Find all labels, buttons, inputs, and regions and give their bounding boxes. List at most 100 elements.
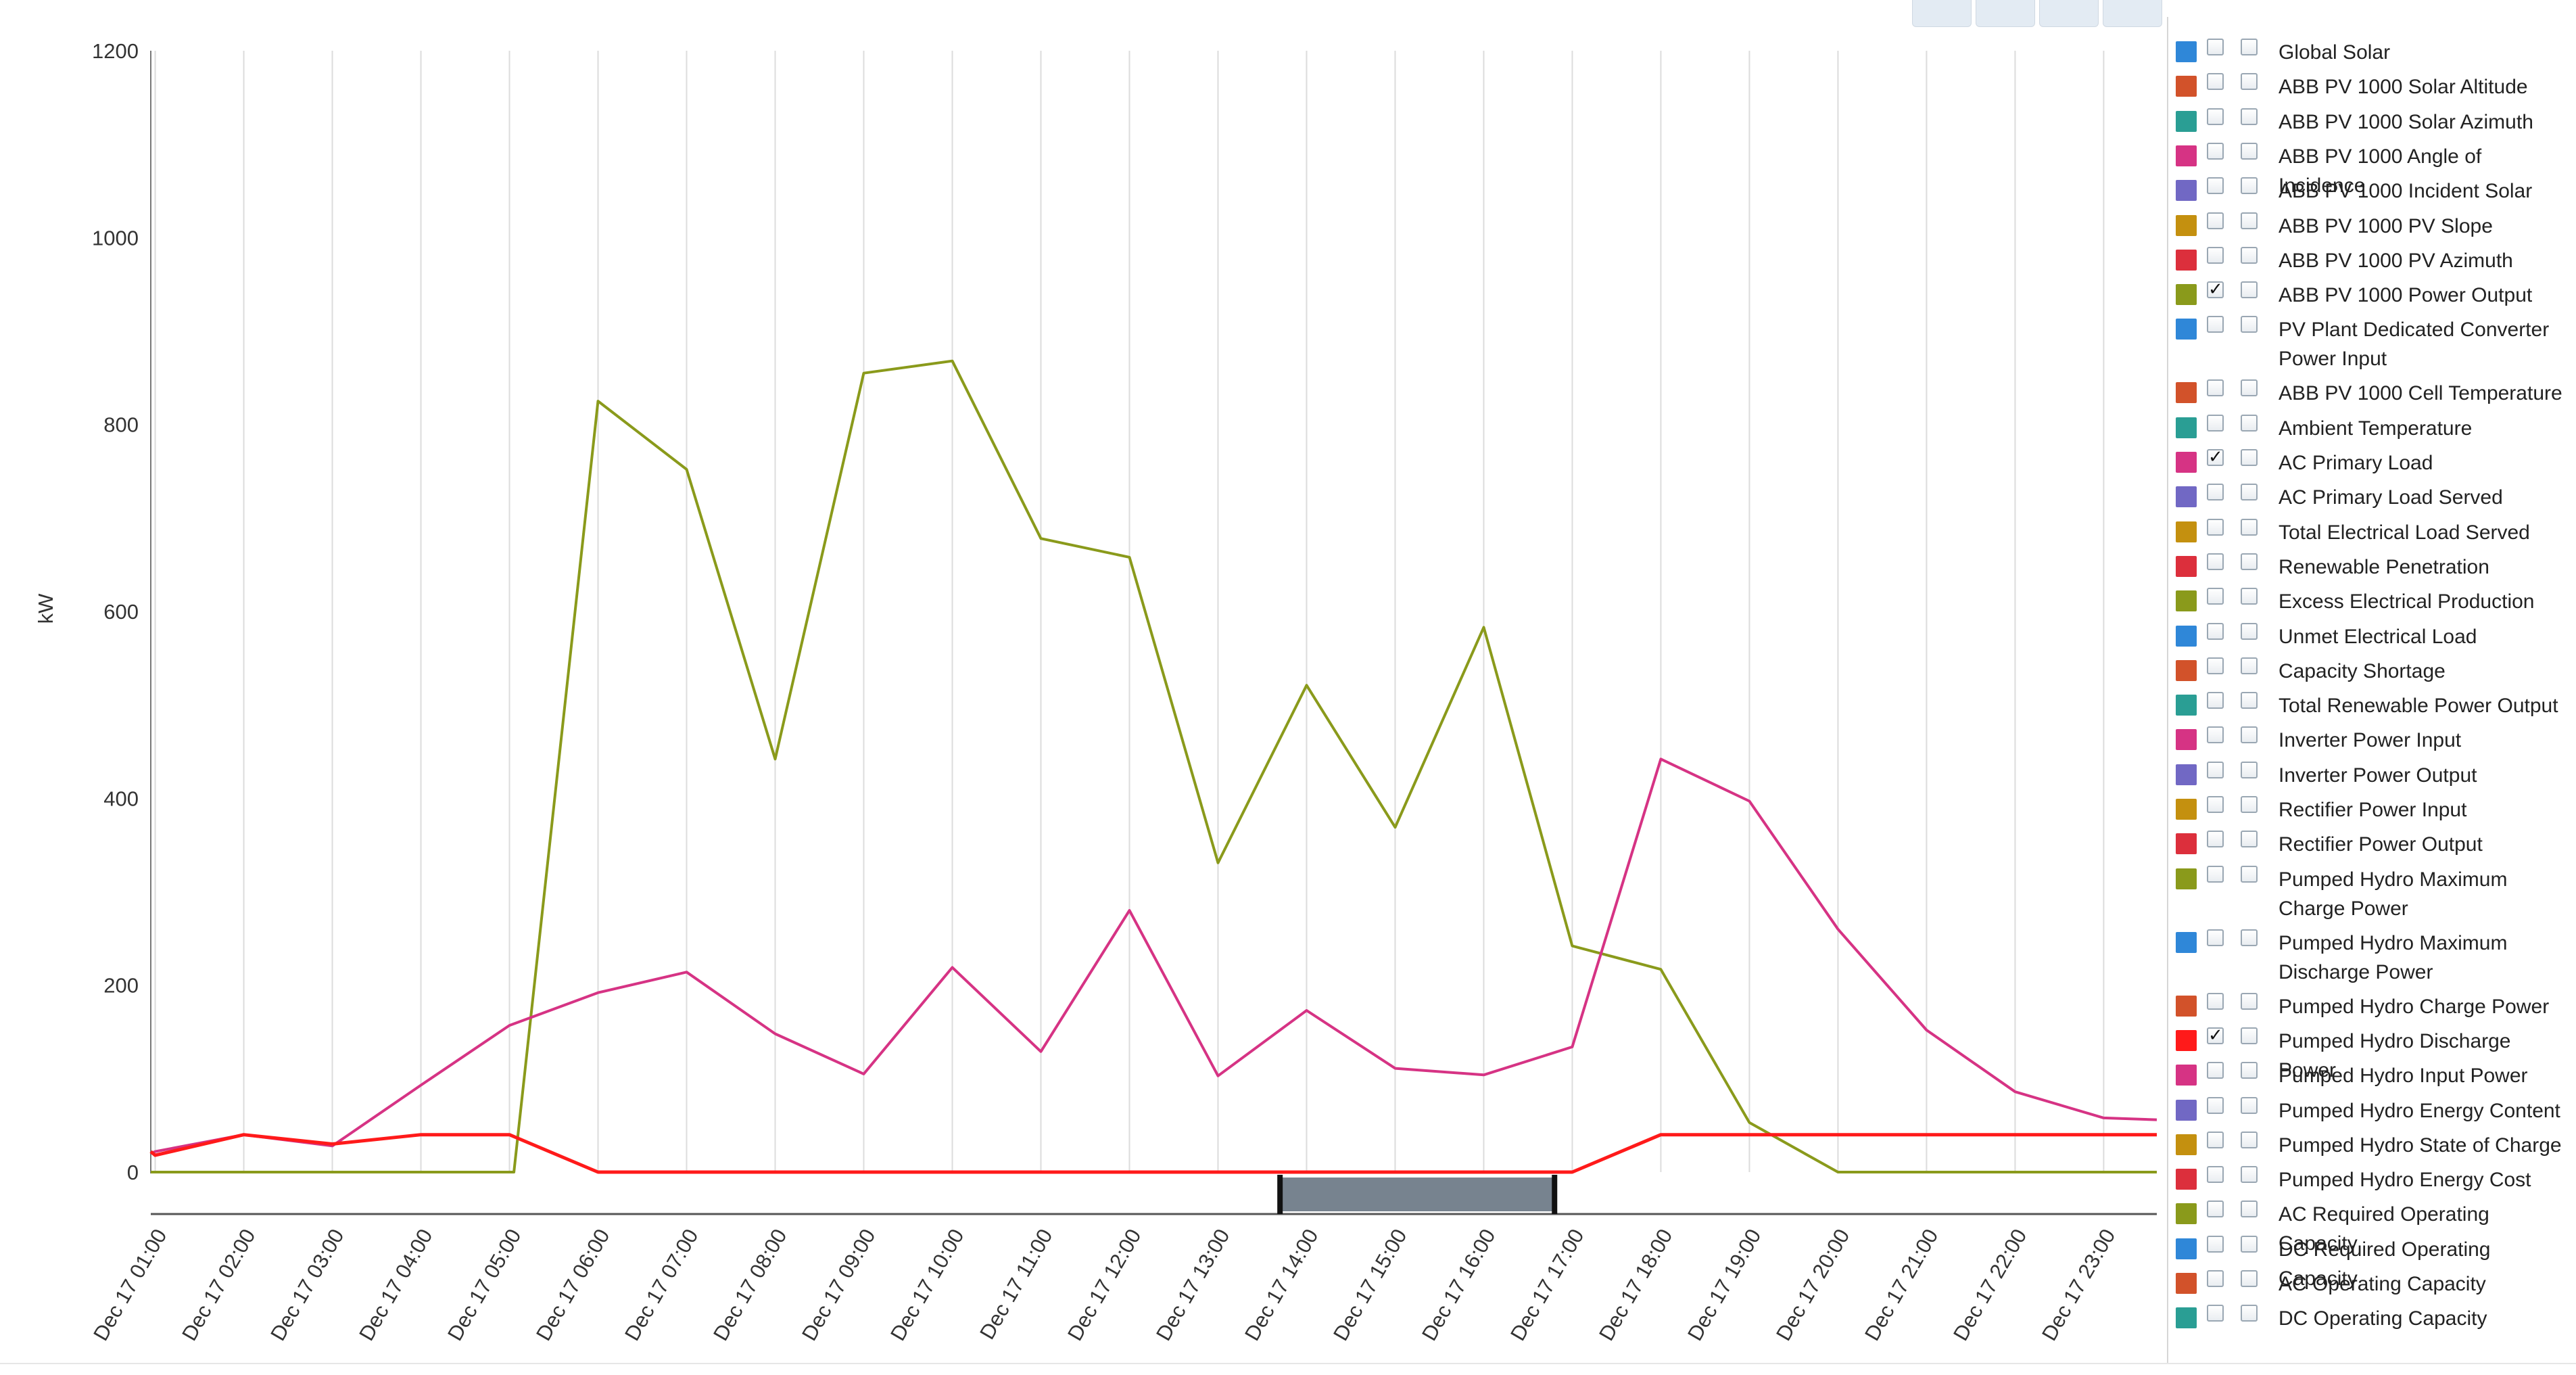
legend-visibility-checkbox[interactable] xyxy=(2207,1131,2224,1148)
legend-color-swatch[interactable] xyxy=(2176,868,2197,889)
legend-visibility-checkbox[interactable] xyxy=(2207,831,2224,848)
legend-color-swatch[interactable] xyxy=(2176,1099,2197,1121)
legend-axis-checkbox[interactable] xyxy=(2241,246,2258,264)
legend-color-swatch[interactable] xyxy=(2176,729,2197,751)
legend-color-swatch[interactable] xyxy=(2176,1029,2197,1051)
legend-visibility-checkbox[interactable]: ✓ xyxy=(2207,279,2224,300)
legend-color-swatch[interactable] xyxy=(2176,76,2197,97)
legend-visibility-checkbox[interactable] xyxy=(2207,992,2224,1010)
legend-color-swatch[interactable] xyxy=(2176,145,2197,166)
legend-color-swatch[interactable] xyxy=(2176,625,2197,647)
legend-color-swatch[interactable] xyxy=(2176,555,2197,577)
legend-visibility-checkbox[interactable] xyxy=(2207,39,2224,55)
legend-color-swatch[interactable] xyxy=(2176,695,2197,716)
legend-axis-checkbox[interactable] xyxy=(2241,39,2258,55)
toolbar-tab[interactable] xyxy=(2103,0,2162,27)
toolbar-tab[interactable] xyxy=(2039,0,2099,27)
legend-visibility-checkbox[interactable] xyxy=(2207,1305,2224,1322)
legend-visibility-checkbox[interactable] xyxy=(2207,73,2224,91)
range-selector[interactable] xyxy=(1277,1175,1558,1214)
legend-visibility-checkbox[interactable] xyxy=(2207,177,2224,195)
toolbar-tab[interactable] xyxy=(1912,0,1972,27)
legend-axis-checkbox[interactable] xyxy=(2241,379,2258,397)
legend-visibility-checkbox[interactable] xyxy=(2207,1166,2224,1184)
legend-color-swatch[interactable] xyxy=(2176,521,2197,542)
legend-visibility-checkbox[interactable] xyxy=(2207,588,2224,605)
legend-color-swatch[interactable] xyxy=(2176,1065,2197,1086)
legend-axis-checkbox[interactable] xyxy=(2241,1305,2258,1322)
legend-axis-checkbox[interactable] xyxy=(2241,1235,2258,1253)
legend-color-swatch[interactable] xyxy=(2176,284,2197,306)
legend-visibility-checkbox[interactable] xyxy=(2207,1201,2224,1218)
legend-color-swatch[interactable] xyxy=(2176,180,2197,202)
legend-color-swatch[interactable] xyxy=(2176,833,2197,855)
legend-axis-checkbox[interactable] xyxy=(2241,449,2258,466)
legend-visibility-checkbox[interactable]: ✓ xyxy=(2207,1025,2224,1046)
legend-visibility-checkbox[interactable] xyxy=(2207,865,2224,883)
legend-axis-checkbox[interactable] xyxy=(2241,212,2258,229)
range-handle-left[interactable] xyxy=(1277,1175,1283,1214)
legend-visibility-checkbox[interactable] xyxy=(2207,518,2224,536)
legend-visibility-checkbox[interactable] xyxy=(2207,108,2224,125)
legend-visibility-checkbox[interactable] xyxy=(2207,316,2224,333)
legend-axis-checkbox[interactable] xyxy=(2241,1166,2258,1184)
legend-visibility-checkbox[interactable] xyxy=(2207,657,2224,674)
legend-color-swatch[interactable] xyxy=(2176,486,2197,508)
legend-visibility-checkbox[interactable] xyxy=(2207,246,2224,264)
legend-axis-checkbox[interactable] xyxy=(2241,1131,2258,1148)
legend-visibility-checkbox[interactable] xyxy=(2207,1096,2224,1114)
legend-axis-checkbox[interactable] xyxy=(2241,657,2258,674)
legend-color-swatch[interactable] xyxy=(2176,995,2197,1017)
legend-axis-checkbox[interactable] xyxy=(2241,414,2258,432)
panel-divider[interactable] xyxy=(2167,17,2168,1363)
legend-color-swatch[interactable] xyxy=(2176,1169,2197,1190)
legend-axis-checkbox[interactable] xyxy=(2241,761,2258,778)
legend-axis-checkbox[interactable] xyxy=(2241,73,2258,91)
legend-color-swatch[interactable] xyxy=(2176,764,2197,785)
legend-color-swatch[interactable] xyxy=(2176,1307,2197,1329)
legend-color-swatch[interactable] xyxy=(2176,249,2197,271)
legend-color-swatch[interactable] xyxy=(2176,659,2197,681)
legend-visibility-checkbox[interactable] xyxy=(2207,796,2224,813)
legend-color-swatch[interactable] xyxy=(2176,417,2197,438)
legend-axis-checkbox[interactable] xyxy=(2241,929,2258,946)
legend-axis-checkbox[interactable] xyxy=(2241,692,2258,709)
legend-visibility-checkbox[interactable] xyxy=(2207,726,2224,744)
legend-axis-checkbox[interactable] xyxy=(2241,865,2258,883)
legend-visibility-checkbox[interactable] xyxy=(2207,414,2224,432)
legend-visibility-checkbox[interactable] xyxy=(2207,929,2224,946)
legend-visibility-checkbox[interactable]: ✓ xyxy=(2207,447,2224,467)
legend-color-swatch[interactable] xyxy=(2176,799,2197,820)
legend-axis-checkbox[interactable] xyxy=(2241,108,2258,125)
legend-visibility-checkbox[interactable] xyxy=(2207,484,2224,501)
legend-color-swatch[interactable] xyxy=(2176,1134,2197,1155)
toolbar-tab[interactable] xyxy=(1976,0,2035,27)
legend-color-swatch[interactable] xyxy=(2176,1273,2197,1294)
legend-axis-checkbox[interactable] xyxy=(2241,484,2258,501)
range-handle-right[interactable] xyxy=(1552,1175,1558,1214)
legend-axis-checkbox[interactable] xyxy=(2241,726,2258,744)
legend-color-swatch[interactable] xyxy=(2176,319,2197,340)
legend-axis-checkbox[interactable] xyxy=(2241,992,2258,1010)
legend-axis-checkbox[interactable] xyxy=(2241,316,2258,333)
legend-visibility-checkbox[interactable] xyxy=(2207,1270,2224,1287)
legend-axis-checkbox[interactable] xyxy=(2241,553,2258,570)
legend-visibility-checkbox[interactable] xyxy=(2207,553,2224,570)
legend-color-swatch[interactable] xyxy=(2176,41,2197,62)
legend-axis-checkbox[interactable] xyxy=(2241,1096,2258,1114)
legend-axis-checkbox[interactable] xyxy=(2241,177,2258,195)
legend-color-swatch[interactable] xyxy=(2176,1203,2197,1225)
range-selector-window[interactable] xyxy=(1280,1178,1555,1211)
legend-visibility-checkbox[interactable] xyxy=(2207,1062,2224,1079)
legend-visibility-checkbox[interactable] xyxy=(2207,379,2224,397)
legend-axis-checkbox[interactable] xyxy=(2241,588,2258,605)
legend-axis-checkbox[interactable] xyxy=(2241,281,2258,299)
legend-color-swatch[interactable] xyxy=(2176,590,2197,612)
legend-color-swatch[interactable] xyxy=(2176,931,2197,953)
legend-axis-checkbox[interactable] xyxy=(2241,622,2258,640)
legend-color-swatch[interactable] xyxy=(2176,214,2197,236)
legend-color-swatch[interactable] xyxy=(2176,1238,2197,1259)
legend-axis-checkbox[interactable] xyxy=(2241,1201,2258,1218)
legend-axis-checkbox[interactable] xyxy=(2241,1270,2258,1287)
legend-axis-checkbox[interactable] xyxy=(2241,831,2258,848)
